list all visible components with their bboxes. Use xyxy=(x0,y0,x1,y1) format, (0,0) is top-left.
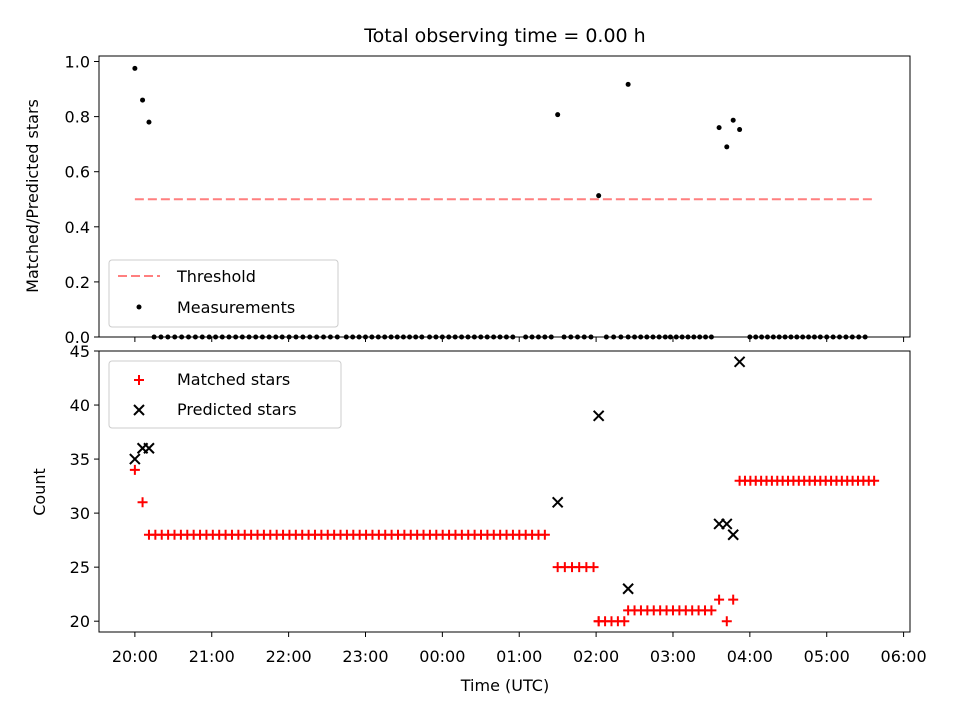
top-ytick-label: 0.0 xyxy=(65,328,90,347)
top-ytick-label: 1.0 xyxy=(65,53,90,72)
measurement-point xyxy=(596,193,602,199)
top-ytick-label: 0.6 xyxy=(65,163,90,182)
measurement-point xyxy=(146,119,152,125)
bottom-y-ticks: 20 25 30 35 40 45 xyxy=(70,342,99,631)
legend-matched-swatch xyxy=(134,375,144,385)
legend-predicted-label: Predicted stars xyxy=(177,400,297,419)
measurement-point xyxy=(724,144,730,150)
legend-measurements-label: Measurements xyxy=(177,298,295,317)
measurement-point xyxy=(555,112,561,118)
bottom-xtick-label: 06:00 xyxy=(881,647,927,666)
predicted-star-point xyxy=(592,410,605,422)
top-ytick-label: 0.8 xyxy=(65,108,90,127)
top-y-axis-label: Matched/Predicted stars xyxy=(23,99,42,293)
predicted-star-point xyxy=(721,518,733,530)
bottom-legend-box xyxy=(108,360,342,429)
bottom-ytick-label: 45 xyxy=(70,342,90,361)
matched-star-point xyxy=(714,594,725,605)
measurement-point xyxy=(730,117,736,123)
bottom-panel: Count Time (UTC) 20 25 30 35 40 45 20:00 21:00… xyxy=(30,342,927,695)
bottom-axes-frame xyxy=(98,350,911,633)
bottom-xtick-label: 22:00 xyxy=(266,647,312,666)
matched-star-point xyxy=(869,475,880,486)
bottom-xtick-label: 02:00 xyxy=(573,647,619,666)
measurement-point xyxy=(737,127,743,133)
bottom-xtick-label: 20:00 xyxy=(112,647,158,666)
matched-star-point xyxy=(721,616,732,627)
bottom-plot-marks xyxy=(129,356,880,627)
matched-star-point xyxy=(137,497,148,508)
measurement-point xyxy=(625,81,631,87)
top-panel: Total observing time = 0.00 h Matched/Pr… xyxy=(23,25,911,347)
predicted-star-point xyxy=(129,453,141,465)
legend-matched-marker xyxy=(134,375,144,385)
bottom-ytick-label: 30 xyxy=(70,504,90,523)
legend-predicted-marker xyxy=(133,404,145,416)
bottom-legend: Matched stars Predicted stars xyxy=(108,360,342,429)
measurement-point xyxy=(716,125,722,131)
legend-matched-label: Matched stars xyxy=(177,370,290,389)
bottom-ytick-label: 35 xyxy=(70,450,90,469)
predicted-star-point xyxy=(727,529,739,541)
predicted-star-point xyxy=(551,496,564,509)
bottom-xtick-label: 21:00 xyxy=(189,647,235,666)
top-y-ticks: 0.0 0.2 0.4 0.6 0.8 1.0 xyxy=(65,53,99,347)
top-ytick-label: 0.2 xyxy=(65,273,90,292)
legend-predicted-swatch xyxy=(133,404,145,416)
top-ytick-label: 0.4 xyxy=(65,218,90,237)
bottom-xtick-label: 00:00 xyxy=(419,647,465,666)
top-legend: Threshold Measurements xyxy=(108,259,339,328)
bottom-ytick-label: 20 xyxy=(70,612,90,631)
bottom-xtick-label: 23:00 xyxy=(342,647,388,666)
bottom-xtick-label: 03:00 xyxy=(650,647,696,666)
predicted-star-point xyxy=(622,583,634,595)
measurement-point xyxy=(140,97,146,103)
bottom-ytick-label: 25 xyxy=(70,558,90,577)
bottom-ytick-label: 40 xyxy=(70,396,90,415)
bottom-xtick-label: 04:00 xyxy=(727,647,773,666)
top-axes-frame xyxy=(98,55,911,338)
matched-star-point xyxy=(129,464,140,475)
bottom-xtick-label: 01:00 xyxy=(496,647,542,666)
bottom-x-axis-label: Time (UTC) xyxy=(460,676,549,695)
bottom-xtick-label: 05:00 xyxy=(804,647,850,666)
matched-star-point xyxy=(588,562,599,573)
matched-star-point xyxy=(539,529,550,540)
predicted-star-point xyxy=(143,442,155,454)
measurement-point xyxy=(132,65,138,71)
predicted-star-point xyxy=(733,356,746,368)
top-legend-box xyxy=(108,259,339,328)
bottom-y-axis-label: Count xyxy=(30,468,49,516)
legend-measurements-swatch xyxy=(136,304,142,310)
top-title: Total observing time = 0.00 h xyxy=(363,25,645,47)
matched-star-point xyxy=(619,616,630,627)
bottom-x-ticks: 20:00 21:00 22:00 23:00 00:00 01:00 02:00 03:00… xyxy=(112,632,927,666)
legend-threshold-label: Threshold xyxy=(176,267,256,286)
matched-star-point xyxy=(706,605,717,616)
matched-star-point xyxy=(728,594,739,605)
